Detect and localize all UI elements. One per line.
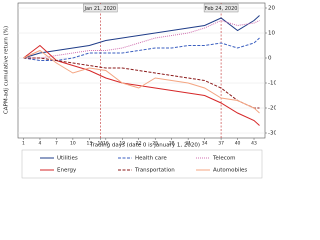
line (23, 57, 260, 109)
x-tick-label: 22 (136, 141, 142, 147)
x-tick-label: 10 (70, 141, 76, 147)
x-tick-label: 40 (235, 141, 241, 147)
x-tick-label: 37 (218, 141, 224, 147)
x-tick-label: 1 (22, 141, 25, 147)
line (23, 44, 260, 126)
annotation: Jan 21, 2020 (84, 6, 117, 12)
legend-label: Automobiles (213, 168, 247, 174)
y-tick-label: -30 (268, 131, 276, 137)
y-tick-label: 20 (268, 6, 275, 12)
x-axis-label: Trading days (date 0 is January 1, 2020) (89, 143, 200, 149)
x-tick-label: 19 (119, 141, 125, 147)
chart: Trading days (date 0 is January 1, 2020)… (4, 2, 276, 179)
legend-label: Energy (57, 168, 77, 174)
annotation: Feb 24, 2020 (205, 6, 238, 12)
line (23, 19, 260, 59)
x-tick-label: 7 (55, 141, 58, 147)
x-tick-label: 25 (152, 141, 158, 147)
legend-label: Utilities (57, 156, 78, 162)
y-tick-label: 10 (268, 31, 275, 37)
annotation-box (83, 3, 118, 13)
y-tick-label: -20 (268, 106, 276, 112)
x-tick-label: 13 (86, 141, 92, 147)
y-axis-label: CAPM-adj cumulative return (%) (4, 26, 10, 114)
x-tick-label: 15 (97, 141, 103, 147)
line (23, 15, 260, 59)
line (23, 37, 260, 61)
x-tick-label: 4 (39, 141, 42, 147)
x-tick-label: 34 (202, 141, 208, 147)
legend-label: Transportation (134, 168, 175, 174)
x-tick-label: 16 (103, 141, 109, 147)
y-tick-label: 0 (268, 56, 272, 62)
legend-label: Health care (135, 156, 167, 162)
x-tick-label: 28 (169, 141, 175, 147)
annotation-box (203, 3, 239, 13)
legend-box (21, 149, 263, 179)
line (23, 49, 260, 114)
x-tick-label: 43 (251, 141, 257, 147)
x-tick-label: 31 (185, 141, 191, 147)
legend-label: Telecom (212, 156, 235, 162)
plot-area (17, 2, 266, 139)
y-tick-label: -10 (268, 81, 276, 87)
